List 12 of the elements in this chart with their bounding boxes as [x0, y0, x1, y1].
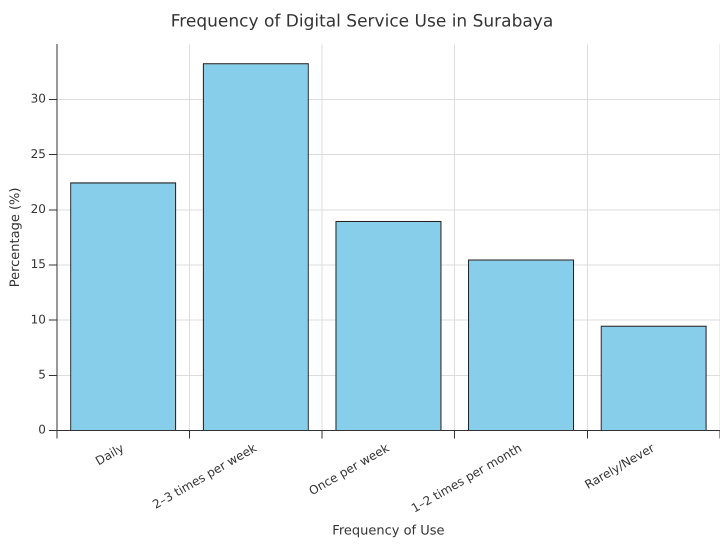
chart-title: Frequency of Digital Service Use in Surabaya	[170, 12, 554, 32]
y-axis-title: Percentage (%)	[8, 188, 24, 288]
y-tick-label: 15	[30, 257, 46, 272]
x-axis-title: Frequency of Use	[332, 524, 445, 539]
y-tick-label: 30	[30, 92, 46, 106]
y-tick-label: 0	[38, 422, 46, 437]
x-tick-label: Once per week	[306, 440, 392, 498]
y-tick-label: 10	[30, 312, 46, 326]
y-tick-label: 20	[30, 202, 46, 216]
x-tick-label: Daily	[92, 440, 126, 468]
y-tick-label: 25	[30, 146, 46, 161]
y-tick-label: 5	[38, 367, 46, 382]
